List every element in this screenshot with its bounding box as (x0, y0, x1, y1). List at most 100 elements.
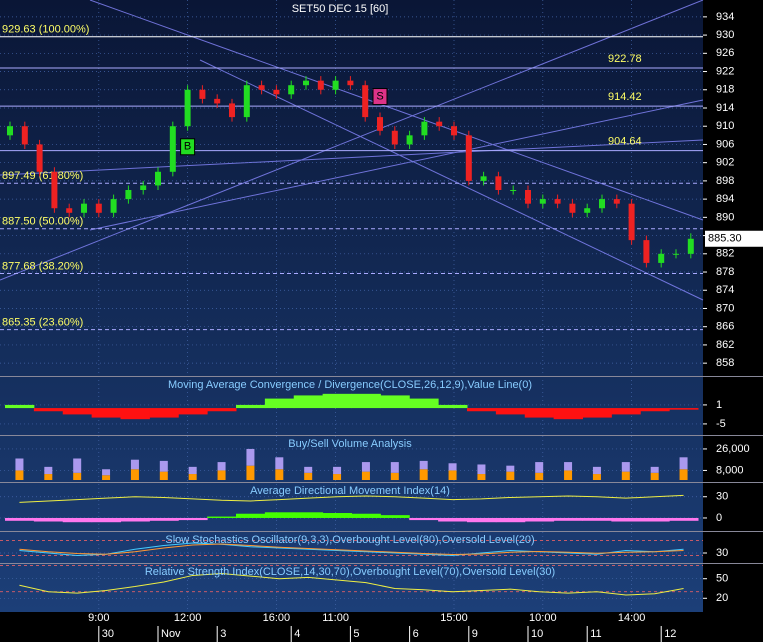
panel-title: Relative Strength Index(CLOSE,14,30,70),… (145, 566, 555, 578)
volume-bar (217, 470, 226, 480)
y-tick-label: 30 (716, 547, 728, 559)
axis-background (703, 0, 763, 642)
date-label: 11 (590, 628, 601, 640)
candle-body (421, 121, 428, 136)
trend-line (199, 59, 704, 301)
bar (582, 517, 612, 521)
volume-bar (564, 470, 573, 480)
volume-bar (159, 471, 168, 480)
y-tick-label: 30 (716, 491, 728, 503)
bar (149, 517, 179, 521)
candle-body (303, 80, 309, 86)
x-tick-label: 14:00 (618, 612, 646, 624)
candle-body (317, 80, 324, 90)
indicator-line (19, 494, 684, 503)
x-tick-label: 11:00 (322, 612, 349, 624)
volume-bar (535, 472, 544, 480)
bar (351, 513, 381, 518)
candle-body (273, 89, 280, 95)
bar (582, 408, 612, 418)
volume-bar (246, 448, 255, 466)
y-tick-label: 26,000 (716, 443, 750, 455)
candle-body (451, 126, 457, 136)
bar (5, 404, 35, 409)
y-tick-label: 20 (716, 592, 728, 604)
candle-body (243, 85, 250, 118)
bar (91, 408, 121, 418)
candle-body (214, 98, 221, 104)
volume-bar (621, 471, 630, 480)
volume-bar (361, 471, 370, 480)
candle-body (377, 117, 383, 131)
bar (120, 517, 150, 522)
date-label: 9 (472, 628, 478, 640)
candle-body (332, 80, 339, 90)
candle-body (125, 190, 132, 200)
volume-bar (448, 470, 457, 480)
bar (495, 408, 526, 415)
candle-body (36, 144, 43, 172)
y-tick-label: 914 (716, 102, 734, 114)
bar (409, 517, 439, 521)
bar (351, 393, 381, 409)
candle-body (184, 89, 191, 127)
y-tick-label: 922 (716, 65, 734, 77)
y-tick-label: 882 (716, 248, 734, 260)
date-label: 6 (413, 628, 419, 640)
bar (207, 516, 237, 518)
volume-bar (15, 470, 24, 480)
date-label: 30 (102, 628, 114, 640)
volume-bar (73, 472, 82, 480)
candle-body (140, 185, 147, 191)
volume-bar (217, 462, 226, 471)
candle-body (495, 176, 502, 191)
candle-body (362, 85, 369, 118)
volume-bar (275, 457, 284, 470)
indicator-line (19, 572, 684, 596)
volume-bar (44, 466, 53, 475)
date-label: 12 (664, 628, 676, 640)
date-label: 4 (294, 628, 300, 640)
candle-body (199, 89, 206, 99)
time-axis-background (0, 612, 703, 642)
y-tick-label: 926 (716, 47, 734, 59)
y-tick-label: 906 (716, 138, 734, 150)
panel-title: Slow Stochastics Oscillator(9,3,3),Overb… (165, 534, 534, 546)
volume-bar (390, 462, 399, 473)
signal-box (180, 138, 196, 156)
y-tick-label: 890 (716, 211, 734, 223)
bar (236, 404, 266, 409)
y-tick-label: 8,000 (716, 464, 744, 476)
volume-bar (679, 457, 688, 470)
candle-body (81, 203, 87, 213)
x-tick-label: 16:00 (263, 612, 291, 624)
bar (62, 517, 93, 523)
y-tick-label: -5 (716, 418, 726, 430)
y-tick-label: 934 (716, 11, 734, 23)
bar (120, 408, 150, 420)
candle-body (391, 130, 398, 145)
date-label: 10 (531, 628, 543, 640)
signal-label: S (376, 90, 383, 102)
fib-label: 887.50 (50.00%) (2, 216, 83, 228)
bar (178, 408, 208, 415)
last-price-label: 885.30 (708, 233, 742, 245)
level-label: 904.64 (608, 136, 642, 148)
bar (207, 408, 237, 412)
bar (524, 517, 555, 522)
y-tick-label: 870 (716, 302, 734, 314)
volume-bar (130, 459, 139, 470)
bar (467, 408, 497, 412)
bar (553, 408, 583, 420)
candle-body (480, 176, 487, 181)
candle-body (7, 126, 13, 136)
volume-bar (477, 464, 486, 475)
volume-bar (44, 474, 53, 480)
candle-body (539, 199, 546, 204)
bar (178, 517, 208, 521)
bar (611, 408, 641, 415)
bar (495, 517, 526, 523)
y-tick-label: 50 (716, 573, 728, 585)
volume-bar (506, 471, 515, 480)
